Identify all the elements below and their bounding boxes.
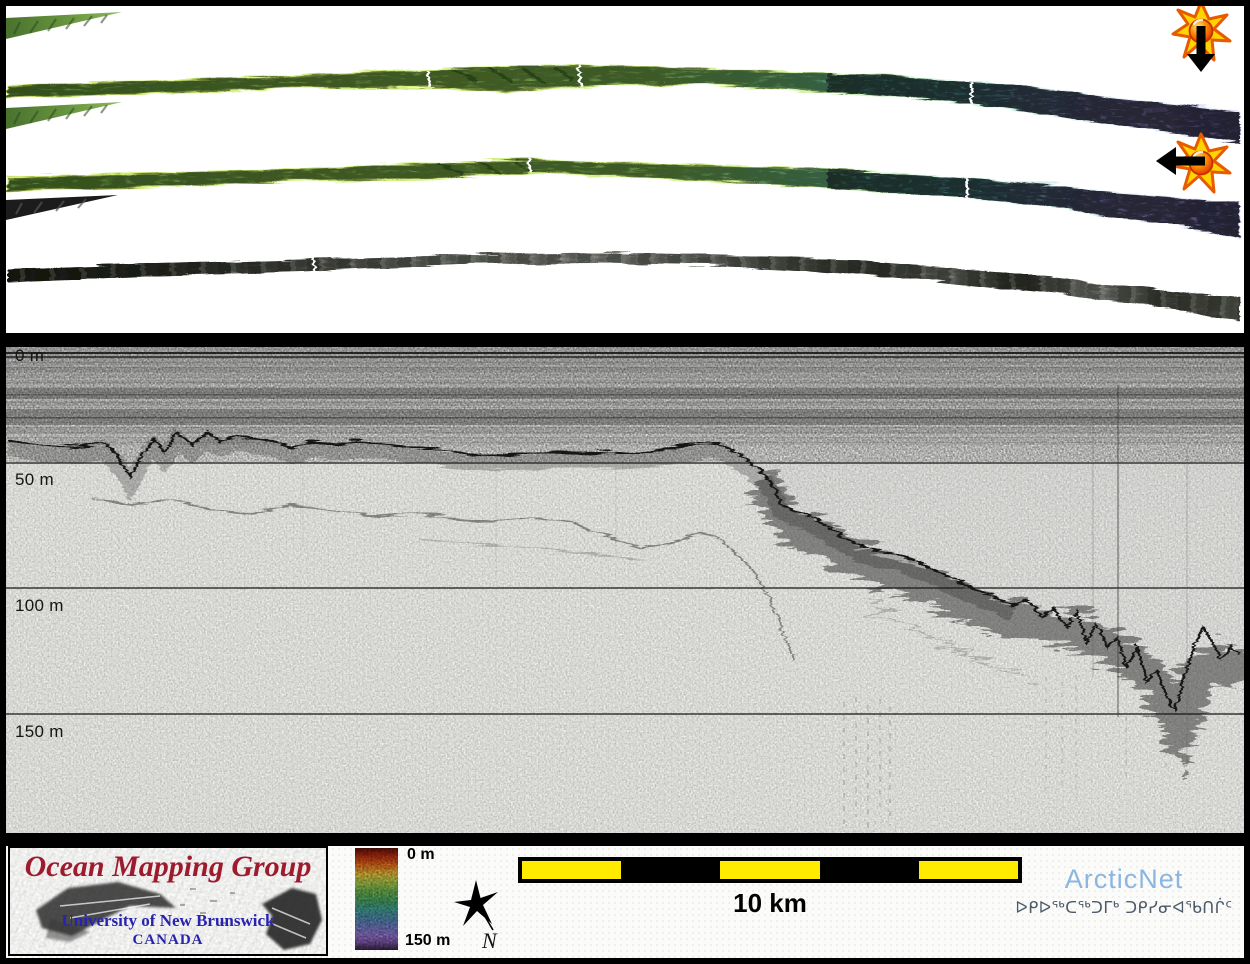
scale-segment-yellow [522, 861, 622, 879]
omg-university: University of New Brunswick [61, 911, 275, 930]
north-arrow: N [446, 878, 510, 956]
subbottom-profile-graphic [6, 347, 1244, 833]
swath-map-panel [6, 6, 1244, 333]
scale-bar-label: 10 km [733, 888, 807, 918]
swath-map-graphic [6, 6, 1239, 320]
depth-gridlines [6, 356, 1244, 715]
scale-segment-yellow [720, 861, 820, 879]
scale-segment-black [621, 861, 721, 879]
depth-label-0m: 0 m [15, 347, 45, 365]
multibeam-swath-2 [6, 157, 1239, 237]
omg-logo-background [10, 848, 326, 954]
arcticnet-inuktitut: ᐅᑭᐅᖅᑕᖅᑐᒥᒃ ᑐᑭᓯᓂᐊᖃᑎᒌᑦ [1015, 898, 1233, 917]
north-label: N [481, 928, 498, 953]
depth-label-150m: 150 m [15, 722, 64, 741]
footer-panel: Ocean Mapping Group University of New Br… [6, 846, 1244, 958]
swath-wedge-2 [6, 100, 124, 131]
scale-bar [518, 857, 1022, 883]
sonar-shadow-shape-right [262, 888, 322, 950]
depth-colorbar [355, 848, 398, 950]
slope-multiple [859, 598, 1031, 678]
sonar-shadow-shape-left [36, 882, 176, 942]
subbottom-reflector [89, 496, 793, 659]
sidescan-strip [6, 251, 1238, 320]
sun-illumination-down-icon [1171, 6, 1232, 72]
omg-country: CANADA [132, 932, 204, 948]
rough-deep-seafloor [737, 466, 1244, 773]
subbottom-profile-panel: 0 m 50 m 100 m 150 m [6, 347, 1244, 833]
swath-wedge-1 [6, 10, 124, 41]
scale-segment-black [819, 861, 919, 879]
depth-label-100m: 100 m [15, 596, 64, 615]
vertical-artifacts [205, 385, 1188, 830]
depth-label-50m: 50 m [15, 470, 54, 489]
deep-reflector [419, 537, 641, 559]
omg-logo: Ocean Mapping Group University of New Br… [8, 846, 328, 956]
colorbar-label-150m: 150 m [405, 932, 451, 949]
arcticnet-logo: ArcticNet ᐅᑭᐅᖅᑕᖅᑐᒥᒃ ᑐᑭᓯᓂᐊᖃᑎᒌᑦ [993, 864, 1244, 917]
colorbar-label-0m: 0 m [407, 846, 435, 863]
seafloor-line [6, 428, 1239, 711]
compass-star-icon [454, 880, 498, 926]
scale-segment-yellow [918, 861, 1019, 879]
sun-illumination-left-icon [1156, 132, 1232, 194]
omg-logo-hatch-texture [10, 848, 326, 954]
vertical-striping [6, 347, 1244, 833]
multibeam-swath-1 [6, 62, 1239, 143]
arcticnet-name: ArcticNet [1064, 864, 1184, 894]
sidescan-wedge [6, 195, 118, 220]
omg-title: Ocean Mapping Group [24, 850, 312, 883]
